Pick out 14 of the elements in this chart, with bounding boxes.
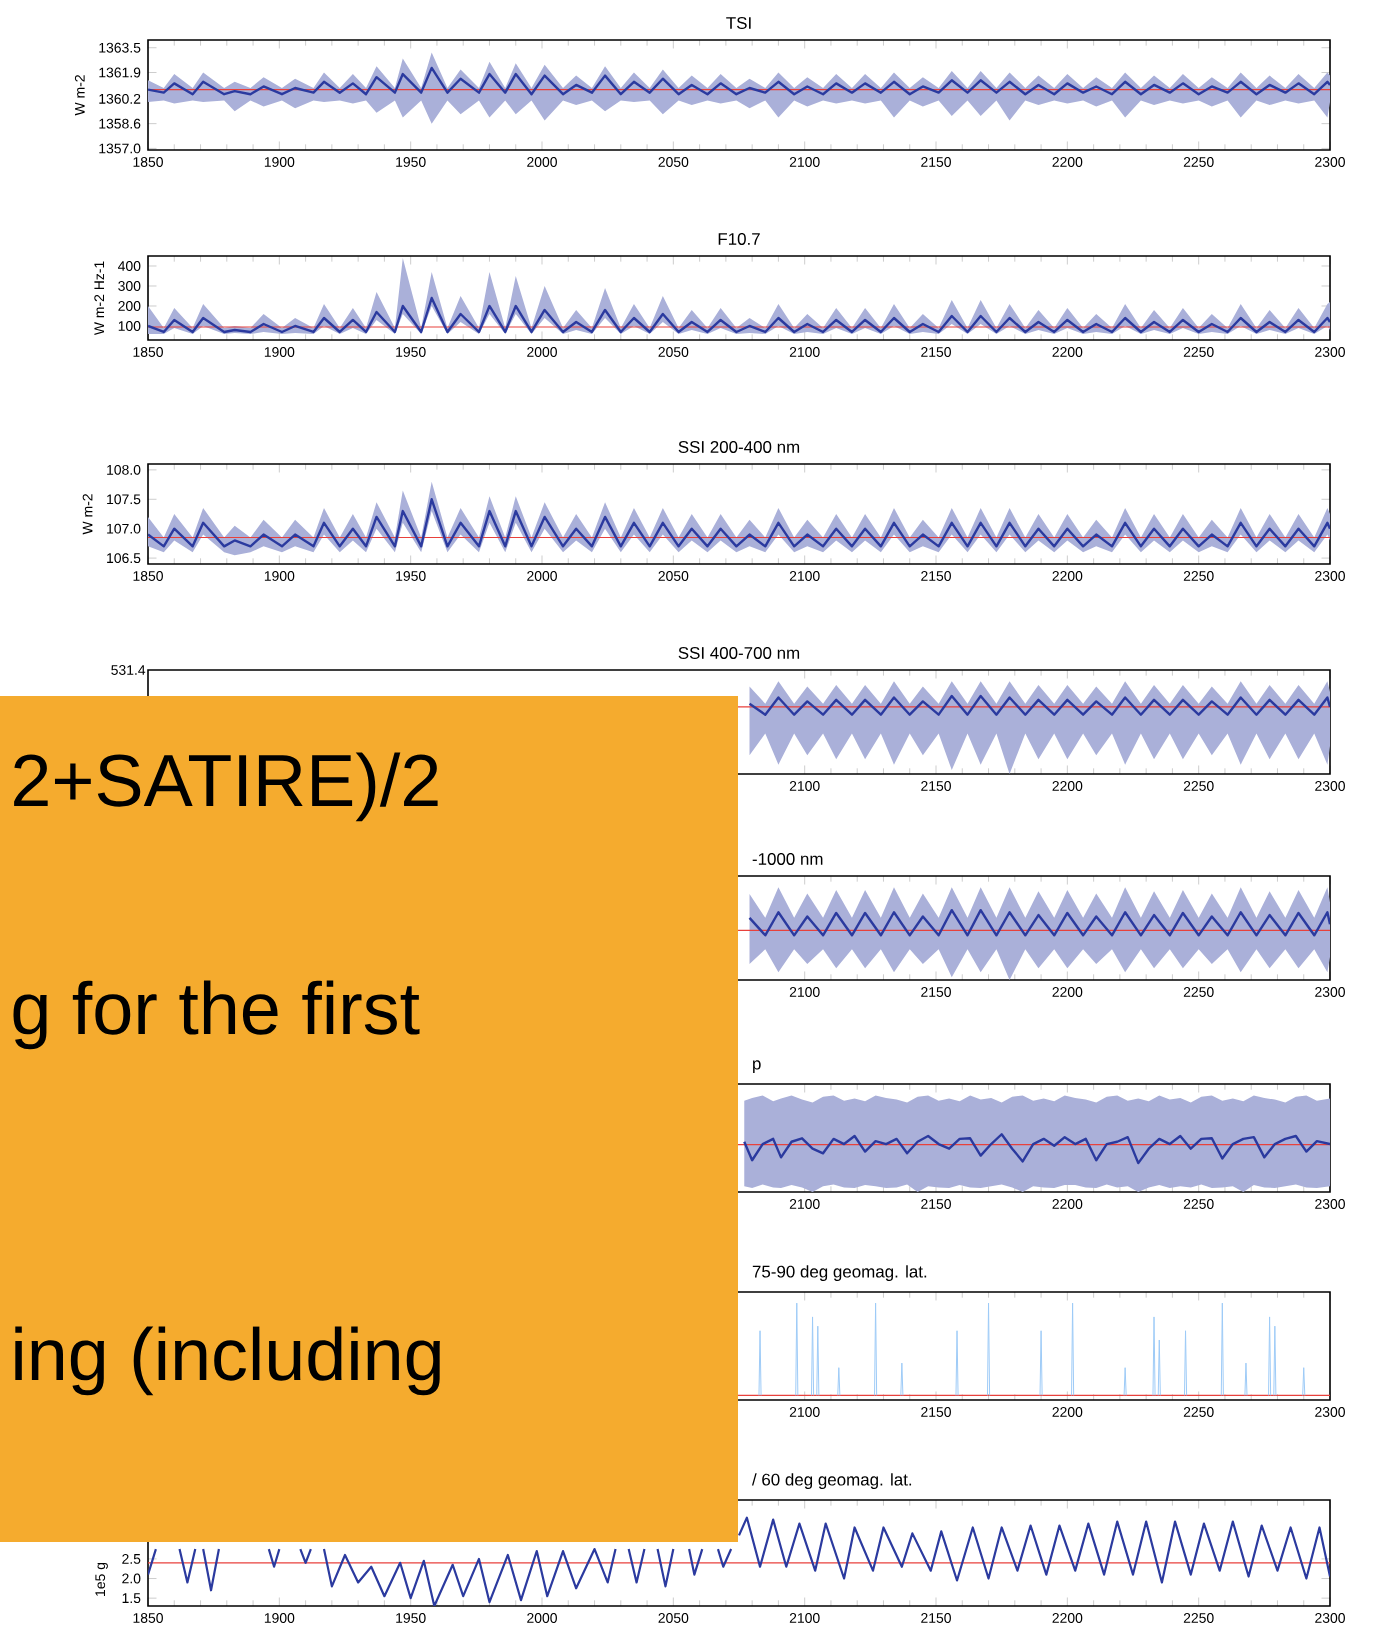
line-series [148,296,1331,334]
chart-title: / 60 deg geomag. lat. [751,1473,912,1489]
line-series [148,66,1331,96]
chart-title: p [753,1060,761,1073]
chart-title: -1000 nm [752,852,823,865]
line-series [148,498,1331,548]
annotation: 2+SATIRE)/2 [14,752,438,822]
chart-title: 75-90 deg geomag. lat. [752,1265,927,1281]
chart-title: SSI 200-400 nm [678,440,800,453]
chart-title: F10.7 [718,232,760,245]
chart-title: SSI 400-700 nm [678,646,800,659]
chart-title: TSI [726,16,751,29]
text: g for the first [13,980,420,1050]
annotation: ing (including [15,1326,440,1396]
